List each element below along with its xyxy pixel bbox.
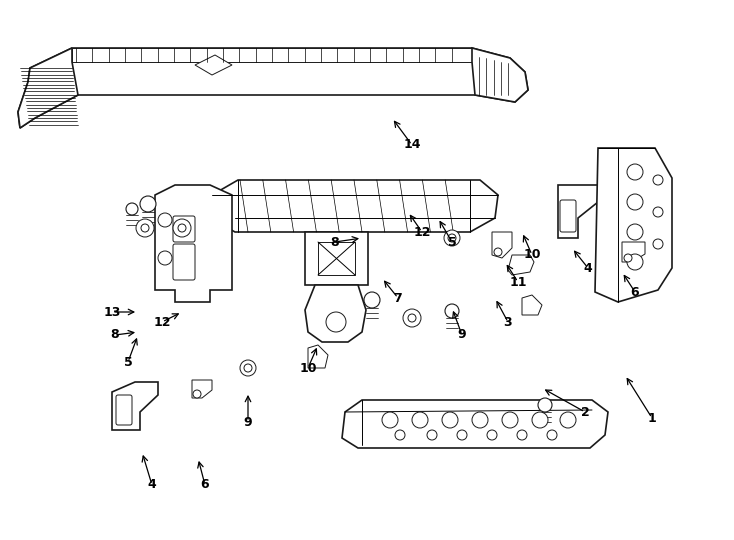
Circle shape — [427, 430, 437, 440]
Circle shape — [627, 194, 643, 210]
FancyBboxPatch shape — [173, 244, 195, 280]
Polygon shape — [72, 48, 472, 62]
Text: 7: 7 — [393, 292, 402, 305]
Text: 8: 8 — [111, 328, 120, 341]
Circle shape — [653, 239, 663, 249]
Circle shape — [173, 219, 191, 237]
Circle shape — [442, 412, 458, 428]
Polygon shape — [492, 232, 512, 258]
Text: 4: 4 — [584, 261, 592, 274]
Circle shape — [178, 224, 186, 232]
Circle shape — [487, 430, 497, 440]
Text: 5: 5 — [123, 355, 132, 368]
Polygon shape — [305, 285, 366, 342]
Circle shape — [408, 314, 416, 322]
Circle shape — [627, 224, 643, 240]
Text: 2: 2 — [581, 406, 589, 419]
Polygon shape — [210, 180, 498, 232]
Circle shape — [502, 412, 518, 428]
Circle shape — [627, 164, 643, 180]
Text: 1: 1 — [647, 411, 656, 424]
Circle shape — [141, 224, 149, 232]
Circle shape — [653, 175, 663, 185]
Polygon shape — [18, 48, 528, 128]
Polygon shape — [342, 400, 608, 448]
Text: 9: 9 — [244, 415, 252, 429]
Text: 6: 6 — [200, 478, 209, 491]
Polygon shape — [508, 255, 534, 275]
Polygon shape — [595, 148, 672, 302]
Circle shape — [126, 203, 138, 215]
Circle shape — [193, 390, 201, 398]
Polygon shape — [622, 242, 645, 262]
Polygon shape — [112, 382, 158, 430]
Circle shape — [412, 412, 428, 428]
FancyBboxPatch shape — [173, 216, 195, 242]
Circle shape — [624, 254, 632, 262]
Polygon shape — [558, 185, 598, 238]
Text: 6: 6 — [631, 286, 639, 299]
Polygon shape — [472, 48, 528, 102]
Text: 12: 12 — [153, 315, 171, 328]
Text: 3: 3 — [504, 315, 512, 328]
Circle shape — [382, 412, 398, 428]
Circle shape — [444, 230, 460, 246]
Circle shape — [560, 412, 576, 428]
Polygon shape — [195, 55, 232, 75]
Circle shape — [244, 364, 252, 372]
Text: 13: 13 — [103, 306, 120, 319]
Text: 12: 12 — [413, 226, 431, 239]
Polygon shape — [308, 345, 328, 368]
Polygon shape — [318, 242, 355, 275]
Circle shape — [472, 412, 488, 428]
Circle shape — [403, 309, 421, 327]
Text: 5: 5 — [448, 235, 457, 248]
Polygon shape — [18, 48, 78, 128]
Circle shape — [158, 251, 172, 265]
Circle shape — [538, 398, 552, 412]
Text: 4: 4 — [148, 478, 156, 491]
Circle shape — [517, 430, 527, 440]
Circle shape — [547, 430, 557, 440]
Circle shape — [136, 219, 154, 237]
Polygon shape — [155, 185, 232, 302]
Circle shape — [140, 196, 156, 212]
Polygon shape — [192, 380, 212, 398]
Text: 14: 14 — [403, 138, 421, 152]
Circle shape — [158, 213, 172, 227]
Polygon shape — [522, 295, 542, 315]
Circle shape — [445, 304, 459, 318]
FancyBboxPatch shape — [116, 395, 132, 425]
FancyBboxPatch shape — [560, 200, 576, 232]
Circle shape — [448, 234, 456, 242]
Circle shape — [395, 430, 405, 440]
Circle shape — [364, 292, 380, 308]
Circle shape — [457, 430, 467, 440]
Text: 8: 8 — [331, 235, 339, 248]
Text: 9: 9 — [458, 328, 466, 341]
Circle shape — [326, 312, 346, 332]
Text: 11: 11 — [509, 275, 527, 288]
Circle shape — [494, 248, 502, 256]
Text: 10: 10 — [299, 361, 317, 375]
Circle shape — [653, 207, 663, 217]
Circle shape — [627, 254, 643, 270]
Ellipse shape — [286, 63, 334, 81]
Circle shape — [240, 360, 256, 376]
Polygon shape — [305, 232, 368, 285]
Circle shape — [532, 412, 548, 428]
Text: 10: 10 — [523, 248, 541, 261]
